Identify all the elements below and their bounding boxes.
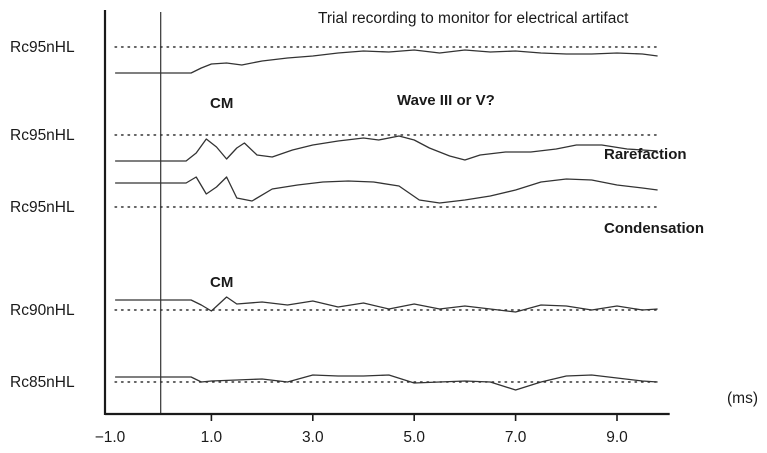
annotation-2: Wave III or V? <box>397 92 495 109</box>
trace-label-5: Rc85nHL <box>10 374 75 391</box>
x-tick-label-0: −1.0 <box>95 429 126 446</box>
baselines <box>114 46 661 383</box>
trace-label-2: Rc95nHL <box>10 127 75 144</box>
axes <box>103 10 670 416</box>
chart-title: Trial recording to monitor for electrica… <box>318 10 629 27</box>
trace-note-3: Condensation <box>604 220 704 237</box>
x-tick-label-1: 1.0 <box>201 429 223 446</box>
trace-5 <box>115 374 658 391</box>
x-tick-label-5: 9.0 <box>606 429 628 446</box>
trace-2 <box>115 135 658 162</box>
trace-3 <box>115 176 658 204</box>
trace-note-2: Rarefaction <box>604 146 687 163</box>
trace-label-3: Rc95nHL <box>10 199 75 216</box>
waveform-traces <box>115 49 658 391</box>
annotation-1: CM <box>210 95 233 112</box>
annotation-3: CM <box>210 274 233 291</box>
x-ticks: −1.0 1.0 3.0 5.0 7.0 9.0 <box>95 414 628 446</box>
x-tick-label-4: 7.0 <box>505 429 527 446</box>
x-tick-label-3: 5.0 <box>403 429 425 446</box>
x-tick-label-2: 3.0 <box>302 429 324 446</box>
trace-label-4: Rc90nHL <box>10 302 75 319</box>
trace-labels: Rc95nHL Rc95nHL Rc95nHL Rc90nHL Rc85nHL Raref… <box>10 39 704 391</box>
trace-4 <box>115 296 658 313</box>
trace-1 <box>115 49 658 74</box>
x-axis-unit-label: (ms) <box>727 390 758 407</box>
trace-label-1: Rc95nHL <box>10 39 75 56</box>
annotations: CM Wave III or V? CM <box>210 92 495 291</box>
